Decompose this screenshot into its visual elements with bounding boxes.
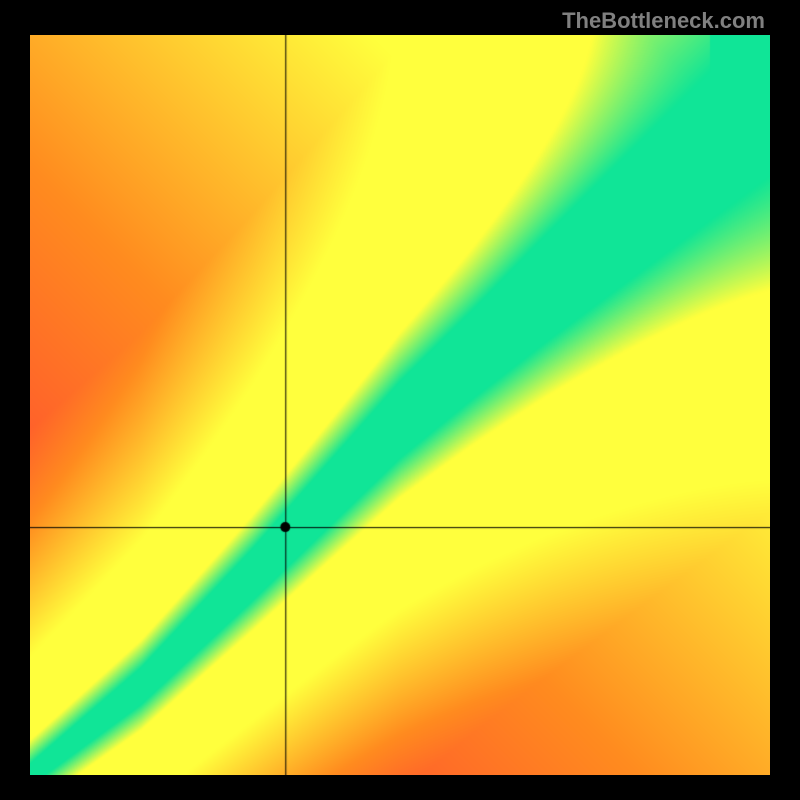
heatmap-canvas <box>30 35 770 775</box>
attribution-text: TheBottleneck.com <box>562 8 765 34</box>
chart-container: TheBottleneck.com <box>0 0 800 800</box>
plot-area <box>30 35 770 775</box>
